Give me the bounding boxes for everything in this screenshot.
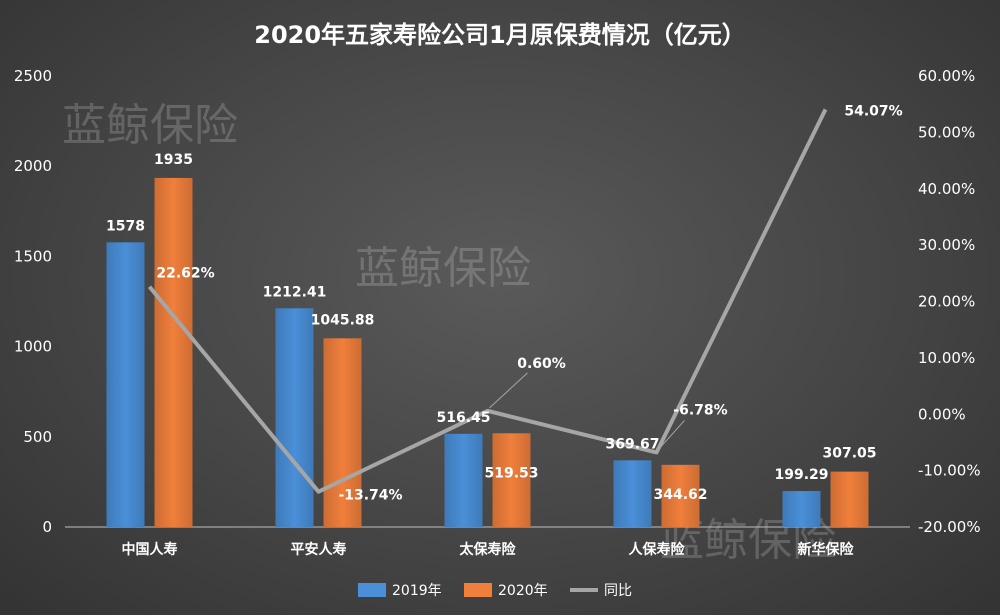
legend-swatch <box>358 583 386 597</box>
data-label-yoy: -6.78% <box>673 402 727 418</box>
data-label-yoy: 54.07% <box>844 103 902 119</box>
yoy-line <box>147 108 828 494</box>
axes: 0 500 1000 1500 2000 2500 -20.00% -10.00% 0.00% 1… <box>14 67 981 558</box>
chart-title: 2020年五家寿险公司1月原保费情况（亿元） <box>254 21 746 49</box>
legend-swatch <box>464 583 492 597</box>
x-category-label: 太保寿险 <box>460 541 517 558</box>
y-right-tick-label: 50.00% <box>918 123 975 141</box>
y-left-tick-label: 1500 <box>14 247 52 265</box>
x-category-label: 中国人寿 <box>122 541 178 558</box>
y-right-tick-label: 20.00% <box>918 293 975 311</box>
bar-2019[interactable] <box>613 460 652 527</box>
bar-2019[interactable] <box>106 242 145 527</box>
y-right-tick-label: -20.00% <box>918 518 981 536</box>
data-label-yoy: 0.60% <box>517 356 566 372</box>
data-label-yoy: -13.74% <box>338 488 402 504</box>
bar-2019[interactable] <box>444 433 483 527</box>
y-right-tick-label: 40.00% <box>918 180 975 198</box>
y-left-tick-label: 2000 <box>14 157 52 175</box>
legend-item[interactable]: 2020年 <box>464 583 548 599</box>
data-label-2020: 344.62 <box>653 487 707 503</box>
legend-label: 2019年 <box>392 583 442 599</box>
y-right-tick-label: 30.00% <box>918 236 975 254</box>
bar-2020[interactable] <box>323 338 362 527</box>
legend-item[interactable]: 同比 <box>570 583 632 599</box>
bar-2019[interactable] <box>275 308 314 527</box>
data-label-2019: 1212.41 <box>263 284 327 300</box>
y-right-tick-label: 60.00% <box>918 67 975 85</box>
data-labels: 1578 1212.41 516.45 369.67 199.29 1935 1045.88… <box>106 103 903 503</box>
bar-2020[interactable] <box>154 177 193 527</box>
bar-2020[interactable] <box>492 433 531 527</box>
data-label-2019: 516.45 <box>436 410 490 426</box>
y-left-tick-label: 500 <box>23 428 52 446</box>
y-left-tick-label: 1000 <box>14 338 52 356</box>
data-label-2020: 307.05 <box>822 446 876 462</box>
legend-item[interactable]: 2019年 <box>358 583 442 599</box>
bar-2019[interactable] <box>782 491 821 527</box>
bar-2020[interactable] <box>661 464 700 527</box>
data-label-yoy: 22.62% <box>156 266 214 282</box>
data-label-2020: 519.53 <box>484 465 538 481</box>
x-category-label: 平安人寿 <box>291 541 347 558</box>
legend[interactable]: 2019年 2020年 同比 <box>358 583 632 599</box>
bar-2020[interactable] <box>830 471 869 527</box>
x-category-label: 新华保险 <box>798 541 855 558</box>
y-right-tick-label: 10.00% <box>918 349 975 367</box>
y-left-tick-label: 2500 <box>14 67 52 85</box>
legend-label: 同比 <box>604 583 632 599</box>
x-category-label: 人保寿险 <box>629 541 686 558</box>
y-right-tick-label: 0.00% <box>918 405 966 423</box>
leader-line <box>489 372 528 409</box>
legend-label: 2020年 <box>498 583 548 599</box>
yoy-line-path[interactable] <box>147 108 828 494</box>
data-label-2019: 369.67 <box>605 436 659 452</box>
watermark-center: 蓝鲸保险 <box>355 243 531 294</box>
leader-line <box>658 420 685 450</box>
y-left-tick-label: 0 <box>42 518 52 536</box>
data-label-2020: 1935 <box>154 152 193 168</box>
watermark-top-left: 蓝鲸保险 <box>62 100 238 151</box>
data-label-2019: 199.29 <box>774 467 828 483</box>
bars <box>106 177 869 527</box>
data-label-2019: 1578 <box>106 218 145 234</box>
y-right-tick-label: -10.00% <box>918 462 981 480</box>
data-label-2020: 1045.88 <box>311 312 375 328</box>
